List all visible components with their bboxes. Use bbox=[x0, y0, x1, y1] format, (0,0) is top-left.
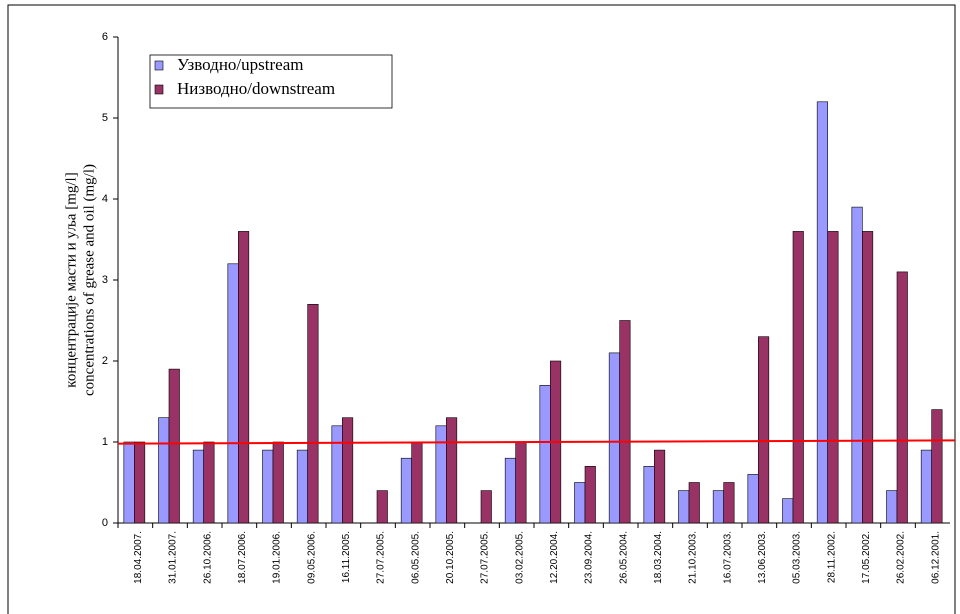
bar bbox=[296, 449, 308, 524]
bar bbox=[515, 441, 527, 524]
bar bbox=[886, 490, 898, 524]
x-tick-label: 31.01.2007. bbox=[168, 531, 179, 584]
bar bbox=[851, 206, 863, 524]
bar bbox=[238, 231, 250, 524]
bar bbox=[827, 231, 839, 524]
bar bbox=[539, 384, 551, 524]
y-axis-label: concentrations of grease and oil (mg/l) bbox=[81, 164, 97, 396]
x-tick-label: 09.05.2006. bbox=[306, 531, 317, 584]
bar bbox=[747, 474, 759, 524]
x-tick-label: 17.05.2002. bbox=[861, 531, 872, 584]
x-tick-label: 16.07.2003. bbox=[722, 531, 733, 584]
x-tick-label: 18.04.2007. bbox=[133, 531, 144, 584]
bar bbox=[307, 303, 319, 524]
legend-swatch bbox=[154, 84, 164, 95]
x-tick-label: 27.07.2005. bbox=[480, 531, 491, 584]
x-tick-label: 16.11.2005. bbox=[341, 531, 352, 583]
bar bbox=[134, 441, 146, 524]
bar bbox=[331, 425, 343, 524]
x-tick-label: 18.03.2004. bbox=[653, 531, 664, 584]
legend-label: Узводно/upstream bbox=[177, 55, 303, 74]
bar bbox=[862, 231, 874, 524]
bar bbox=[227, 263, 239, 524]
trend-line bbox=[117, 439, 956, 445]
bar bbox=[480, 490, 492, 524]
bar bbox=[931, 409, 943, 524]
legend-swatch bbox=[154, 60, 164, 71]
y-tick-label: 5 bbox=[102, 112, 108, 124]
bar bbox=[688, 482, 700, 524]
bar bbox=[619, 320, 631, 524]
y-tick-label: 1 bbox=[102, 436, 108, 448]
y-tick-label: 4 bbox=[102, 193, 108, 205]
bar bbox=[262, 449, 274, 524]
bar bbox=[272, 441, 284, 524]
x-tick-label: 06.12.2001. bbox=[930, 531, 941, 584]
bar bbox=[400, 457, 412, 524]
x-tick-label: 12.20.2004. bbox=[549, 531, 560, 584]
y-axis-label: концентрације масти и уља [mg/l] bbox=[63, 172, 79, 387]
bar bbox=[203, 441, 215, 524]
bar bbox=[504, 457, 516, 524]
bar bbox=[896, 271, 908, 524]
x-tick-label: 28.11.2002. bbox=[826, 531, 837, 583]
x-tick-label: 26.02.2002. bbox=[896, 531, 907, 584]
x-tick-label: 05.03.2003. bbox=[792, 531, 803, 584]
x-tick-label: 19.01.2006. bbox=[272, 531, 283, 584]
x-tick-label: 03.02.2005. bbox=[514, 531, 525, 584]
bar bbox=[782, 498, 794, 524]
y-tick-label: 3 bbox=[102, 274, 108, 286]
bar bbox=[792, 231, 804, 524]
bar bbox=[574, 482, 586, 524]
bar bbox=[608, 352, 620, 524]
bar bbox=[168, 368, 180, 524]
x-tick-label: 20.10.2005. bbox=[445, 531, 456, 584]
y-tick-label: 0 bbox=[102, 517, 108, 529]
bar bbox=[643, 465, 655, 524]
bar bbox=[654, 449, 666, 524]
bar bbox=[446, 417, 458, 524]
bar bbox=[723, 482, 735, 524]
bar bbox=[123, 441, 135, 524]
x-tick-label: 26.05.2004. bbox=[618, 531, 629, 584]
bar bbox=[435, 425, 447, 524]
x-tick-label: 26.10.2006. bbox=[202, 531, 213, 584]
legend-label: Низводно/downstream bbox=[177, 79, 335, 98]
bar bbox=[342, 417, 354, 524]
y-tick-label: 6 bbox=[102, 31, 108, 43]
bar bbox=[584, 465, 596, 524]
bar bbox=[920, 449, 932, 524]
bar bbox=[678, 490, 690, 524]
bar bbox=[192, 449, 204, 524]
x-tick-label: 06.05.2005. bbox=[410, 531, 421, 584]
bar bbox=[411, 441, 423, 524]
x-tick-label: 13.06.2003. bbox=[757, 531, 768, 584]
x-tick-label: 27.07.2005. bbox=[376, 531, 387, 584]
x-tick-label: 21.10.2003. bbox=[688, 531, 699, 584]
bar bbox=[712, 490, 724, 524]
y-tick-label: 2 bbox=[102, 355, 108, 367]
bar bbox=[376, 490, 388, 524]
bar bbox=[158, 417, 170, 524]
legend-box bbox=[149, 54, 393, 109]
x-tick-label: 18.07.2006. bbox=[237, 531, 248, 584]
bar bbox=[816, 101, 828, 524]
bar bbox=[758, 336, 770, 524]
x-tick-label: 23.09.2004. bbox=[584, 531, 595, 584]
